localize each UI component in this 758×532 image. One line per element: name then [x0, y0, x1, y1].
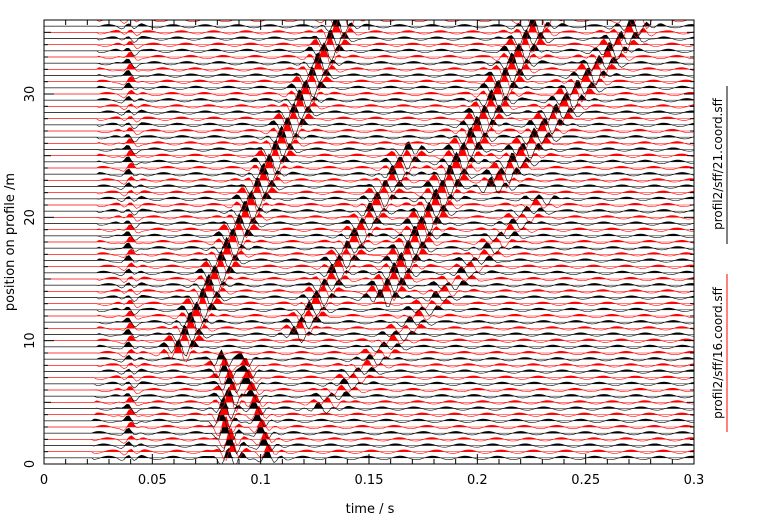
- x-axis: 0 0.05 0.1 0.15 0.2 0.25 0.3: [40, 20, 704, 488]
- trace-fill: [44, 83, 694, 94]
- trace-line: [44, 401, 694, 424]
- trace-line: [44, 304, 694, 326]
- trace-fill: [44, 133, 694, 144]
- y-tick-label: 0: [23, 460, 38, 468]
- trace-line: [44, 119, 694, 140]
- trace-line: [44, 116, 694, 135]
- x-axis-label: time / s: [346, 502, 395, 517]
- trace-line: [44, 201, 694, 221]
- trace-fill: [44, 312, 694, 323]
- trace-line: [44, 374, 694, 394]
- trace-fill: [44, 226, 694, 236]
- trace-line: [44, 294, 694, 313]
- trace-fill: [44, 103, 694, 113]
- trace-line: [44, 232, 694, 252]
- trace-line: [44, 45, 694, 67]
- x-tick-label: 0.15: [355, 473, 384, 488]
- trace-line: [44, 396, 694, 420]
- y-tick-label: 30: [23, 86, 38, 103]
- trace-fill: [44, 96, 694, 107]
- trace-line: [44, 145, 694, 165]
- trace-line: [44, 236, 694, 259]
- trace-line: [44, 279, 694, 302]
- trace-line: [44, 225, 694, 245]
- trace-line: [44, 433, 694, 455]
- trace-line: [44, 243, 694, 264]
- trace-fill: [44, 201, 694, 212]
- legend-series-2: profil2/sff/21.coord.sff: [711, 86, 728, 244]
- trace-fill: [44, 208, 694, 218]
- trace-line: [44, 338, 694, 357]
- trace-line: [44, 176, 694, 196]
- x-tick-label: 0.1: [250, 473, 271, 488]
- trace-fill: [44, 189, 694, 199]
- trace-line: [44, 250, 694, 272]
- legend-label-series-1: profil2/sff/16.coord.sff: [711, 286, 725, 419]
- trace-fill: [44, 368, 694, 378]
- y-tick-label: 10: [23, 332, 38, 349]
- y-tick-label: 20: [23, 209, 38, 226]
- trace-layer: [44, 9, 694, 464]
- x-tick-label: 0.2: [467, 473, 488, 488]
- legend-series-1: profil2/sff/16.coord.sff: [711, 274, 728, 432]
- trace-line: [44, 36, 694, 54]
- x-tick-label: 0.25: [571, 473, 600, 488]
- trace-fill: [44, 448, 694, 458]
- trace-line: [44, 317, 694, 338]
- legend-label-series-2: profil2/sff/21.coord.sff: [711, 97, 725, 230]
- trace-fill: [44, 268, 694, 279]
- y-axis: 0 10 20 30: [23, 19, 694, 468]
- trace-fill: [44, 183, 694, 193]
- trace-line: [44, 380, 694, 398]
- trace-line: [44, 66, 694, 86]
- trace-fill: [44, 29, 694, 39]
- trace-line: [44, 156, 694, 178]
- trace-line: [44, 139, 694, 159]
- trace-line: [44, 109, 694, 129]
- trace-fill: [44, 349, 694, 360]
- trace-fill: [44, 288, 694, 298]
- trace-line: [44, 162, 694, 185]
- trace-line: [44, 83, 694, 103]
- trace-fill: [44, 274, 694, 286]
- trace-fill: [44, 343, 694, 353]
- trace-line: [44, 422, 694, 442]
- x-tick-label: 0: [40, 473, 48, 488]
- trace-line: [44, 213, 694, 234]
- trace-line: [44, 193, 694, 215]
- trace-line: [44, 361, 694, 381]
- trace-line: [44, 52, 694, 73]
- x-tick-label: 0.3: [684, 473, 705, 488]
- trace-fill: [44, 116, 694, 125]
- trace-fill: [44, 126, 694, 138]
- trace-line: [44, 88, 694, 111]
- x-tick-label: 0.05: [138, 473, 167, 488]
- trace-line: [44, 151, 694, 173]
- trace-fill: [44, 256, 694, 267]
- trace-line: [44, 287, 694, 308]
- trace-line: [44, 408, 694, 430]
- trace-line: [44, 389, 694, 413]
- trace-fill: [44, 9, 694, 20]
- trace-line: [44, 132, 694, 154]
- trace-line: [44, 21, 694, 43]
- trace-fill: [44, 280, 694, 292]
- trace-line: [44, 368, 694, 386]
- trace-line: [44, 218, 694, 239]
- trace-fill: [44, 170, 694, 181]
- trace-fill: [44, 42, 694, 51]
- trace-line: [44, 79, 694, 98]
- trace-fill: [44, 442, 694, 452]
- y-axis-label: position on profile /m: [3, 173, 18, 311]
- trace-line: [44, 311, 694, 332]
- trace-line: [44, 324, 694, 344]
- trace-line: [44, 102, 694, 122]
- trace-line: [44, 332, 694, 350]
- trace-line: [44, 349, 694, 368]
- trace-line: [44, 416, 694, 437]
- trace-fill: [44, 428, 694, 440]
